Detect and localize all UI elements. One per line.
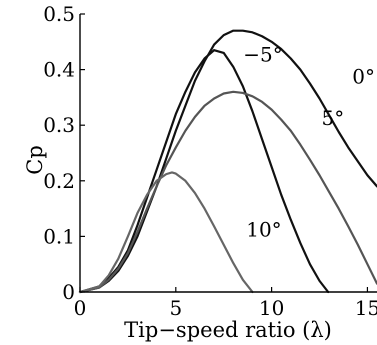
y-tick-label: 0.5 (43, 2, 75, 26)
curve-label-3: 10° (246, 217, 281, 241)
curve-label-1: 0° (352, 65, 375, 89)
x-tick-label: 15 (355, 296, 377, 320)
x-tick-label: 0 (74, 296, 87, 320)
series-line-2 (78, 90, 377, 294)
curve-label-0: −5° (243, 42, 282, 66)
y-axis-title: Cp (23, 145, 47, 175)
x-axis-title: Tip−speed ratio (λ) (124, 318, 332, 342)
y-tick-label: 0.4 (43, 58, 75, 82)
series-line-1 (78, 29, 377, 294)
labels-layer: Tip−speed ratio (λ) Cp −5° 0° 5° 10° (23, 42, 375, 342)
y-tick-label: 0.2 (43, 169, 75, 193)
curve-label-2: 5° (322, 106, 345, 130)
series-line-3 (78, 171, 254, 294)
x-tick-label: 10 (259, 296, 284, 320)
y-tick-label: 0 (62, 280, 75, 304)
y-tick-label: 0.3 (43, 113, 75, 137)
x-tick-label: 5 (169, 296, 182, 320)
y-tick-label: 0.1 (43, 224, 75, 248)
curves-layer (78, 29, 377, 294)
axes-layer: 0 5 10 15 0 0.1 0.2 0.3 0.4 0.5 (43, 2, 377, 320)
